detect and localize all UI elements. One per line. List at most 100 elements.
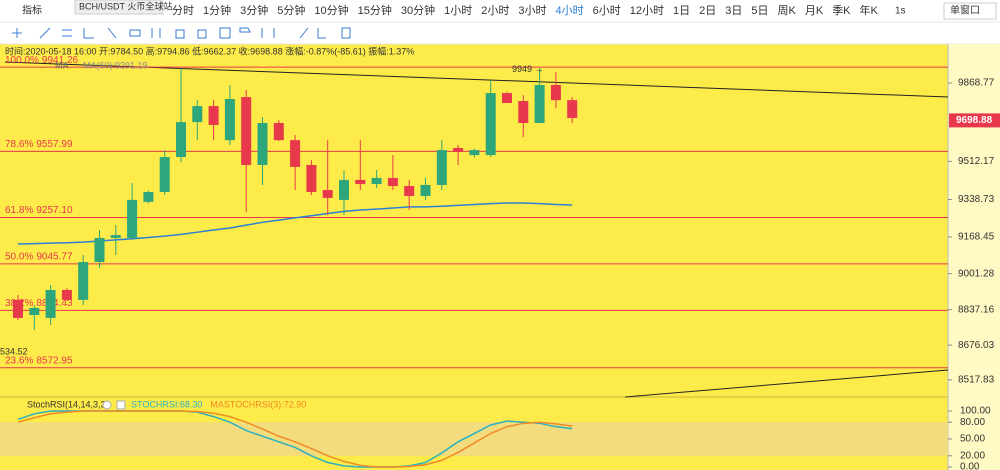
interval-tab[interactable]: 12小时 [630,4,664,17]
y-tick-label: 0.00 [960,462,980,470]
interval-tab[interactable]: 季K [832,4,851,17]
candle-body [306,164,317,192]
fib-label: 78.6% [5,139,33,150]
interval-tab[interactable]: 3日 [725,5,742,17]
indicator-button[interactable]: 指标 [22,4,42,17]
fib-label: 61.8% [5,205,33,216]
fib-label: 23.6% [5,355,33,366]
candle-body [485,93,496,156]
candle-body [420,184,431,196]
indicator-icon[interactable] [116,400,126,410]
legend-entry: MASTOCHRSI(3):72.90 [210,399,306,409]
candle-body [78,262,89,300]
candle-body [453,148,464,152]
candle-body [469,150,480,156]
candle-body [241,97,252,165]
fib-price: 9941.26 [42,55,79,66]
candle-body [127,199,138,238]
candle-body [208,106,219,125]
candle-body [273,122,284,141]
candle-body [224,99,235,141]
fib-label: 100.0% [5,55,39,66]
candle-body [436,150,447,185]
candle-body [339,179,349,200]
candle-body [518,101,529,123]
interval-tab[interactable]: 5日 [751,5,768,17]
y-tick-label: 9868.77 [958,78,995,89]
ma-value: MA(60):9291.19 [83,60,148,70]
high-mark: 9949 → [512,64,544,74]
indicator-title: StochRSI(14,14,3,3) [27,399,109,409]
candle-body [257,122,268,165]
interval-tab[interactable]: 1小时 [444,4,472,17]
icon[interactable] [39,27,72,39]
interval-tab[interactable]: 4小时 [556,4,584,17]
interval-tab[interactable]: 分时 [172,4,194,17]
candle-body [371,177,382,185]
tool-icons [12,27,351,39]
candle-body [45,289,56,318]
y-tick-label: 9001.28 [958,268,995,279]
y-tick-label: 8517.83 [958,375,995,386]
stoch-line [17,410,573,468]
indicator-icon[interactable] [102,400,112,410]
interval-tab[interactable]: 10分钟 [314,3,348,17]
y-tick-label: 20.00 [960,450,985,461]
candle-body [29,307,40,316]
y-tick-label: 8837.16 [958,304,995,315]
candle-body [567,100,578,118]
interval-tab[interactable]: 30分钟 [401,3,435,17]
window-select[interactable] [943,2,997,20]
ma-label: MA [55,60,69,70]
icon[interactable] [83,27,351,39]
y-tick-label: 8676.03 [958,340,995,351]
candle-body [61,289,72,300]
icon[interactable] [12,28,22,38]
candle-body [404,186,415,196]
interval-tab[interactable]: 月K [805,5,824,17]
trend-line [4,61,949,98]
interval-tab[interactable]: 3小时 [518,4,546,17]
interval-tab[interactable]: 年K [860,3,879,17]
candle-body [110,235,121,238]
last-price: 9698.88 [956,115,993,126]
interval-tab[interactable]: 1分钟 [203,3,231,17]
candle-body [550,84,561,101]
candle-body [322,190,333,198]
interval-tab[interactable]: 2日 [699,5,716,17]
speed[interactable]: 1s [895,6,906,17]
candle-body [143,191,154,202]
window-label: 单窗口 [950,4,980,17]
info: 时间:2020-05-18 16:00 开:9784.50 高:9794.86 … [5,45,414,56]
legend-entry: STOCHRSI:68.30 [131,399,202,409]
y-tick-label: 50.00 [960,434,985,445]
band [0,422,948,456]
fib-label: 50.0% [5,252,33,263]
candle-body [192,106,203,123]
candle-body [13,299,23,318]
low-mark: 534.52 [0,346,28,356]
candle-body [502,93,512,104]
y-tick-label: 80.00 [960,417,985,428]
interval-tab[interactable]: 周K [778,4,797,17]
y-tick-label: 9168.45 [958,232,995,243]
fib-price: 9557.99 [36,139,73,150]
last-price-box [949,113,1000,128]
interval-tab[interactable]: 6小时 [593,4,621,17]
interval-tab[interactable]: 5分钟 [277,3,305,17]
interval-tab[interactable]: 15分钟 [358,3,392,17]
interval-tab[interactable]: 2小时 [481,4,509,17]
y-tick-label: 9512.17 [958,156,995,167]
interval-tab[interactable]: 1日 [673,5,690,17]
symbol: BCH/USDT 火币全球站 [79,0,172,11]
candle-body [355,179,366,185]
fib-price: 9045.77 [36,252,73,263]
candle-body [534,84,545,123]
candle-body [159,157,170,192]
interval-tab[interactable]: 3分钟 [240,3,268,17]
candle-body [387,177,398,187]
tooltip [74,0,164,15]
